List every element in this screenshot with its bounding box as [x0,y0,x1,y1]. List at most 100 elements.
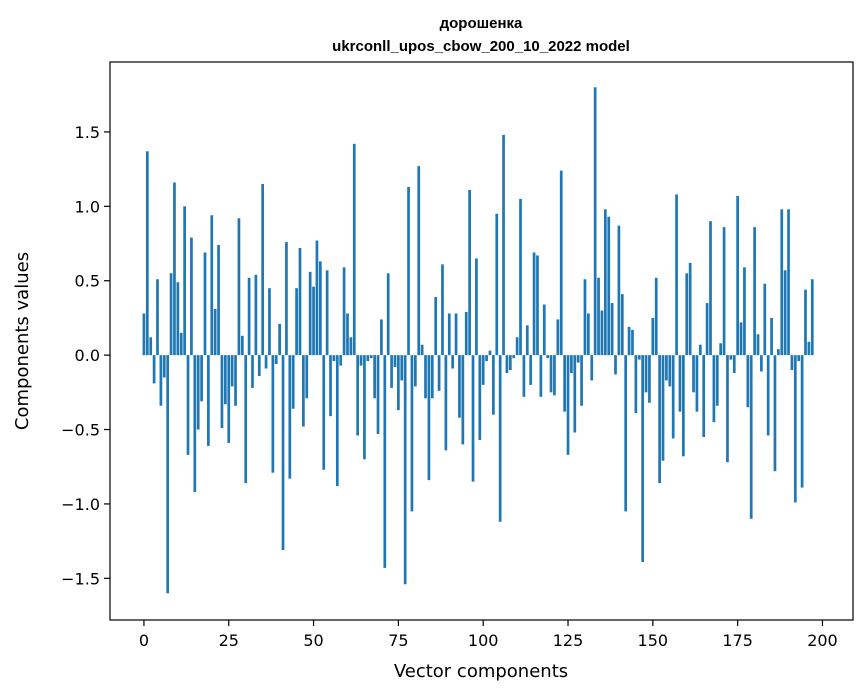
bar-19 [207,355,210,446]
bar-159 [682,355,685,457]
plot-frame [109,61,854,621]
bar-115 [532,252,536,356]
bar-124 [563,355,566,412]
bar-83 [424,355,427,399]
bar-108 [508,355,512,371]
bar-95 [464,311,468,356]
bar-101 [485,355,488,362]
y-tick-label: 0.5 [75,272,100,291]
bar-49 [308,271,312,356]
bar-84 [427,355,431,481]
bar-48 [305,355,309,399]
bar-157 [675,194,678,356]
bar-112 [522,355,526,397]
bar-132 [590,355,594,381]
bar-14 [190,237,193,356]
bar-9 [173,182,176,356]
y-tick-label: 1.0 [75,197,100,216]
bar-29 [240,335,244,356]
bar-76 [400,355,404,381]
bar-169 [715,355,719,406]
bar-89 [444,355,448,451]
bar-140 [617,225,621,356]
bar-164 [698,344,702,356]
y-tick-label: −1.0 [61,495,100,514]
bar-35 [261,184,265,356]
bar-31 [247,277,251,356]
bar-138 [610,303,614,356]
bar-0 [142,313,146,356]
bar-37 [268,288,271,356]
bar-87 [437,355,441,391]
x-tick-label: 50 [303,631,323,650]
bar-161 [688,262,692,356]
bar-103 [492,355,495,415]
x-tick-label: 125 [553,631,584,650]
bar-20 [210,215,214,356]
bar-59 [342,267,346,356]
bar-146 [637,355,641,360]
bar-47 [302,355,305,427]
y-tick-label: 0.0 [75,346,100,365]
bar-65 [363,355,366,460]
bar-41 [281,355,285,551]
bar-150 [651,317,655,356]
bar-17 [200,355,203,402]
bar-110 [515,337,519,356]
bar-176 [739,322,743,356]
bar-43 [288,355,292,479]
bar-13 [186,355,190,455]
bar-104 [495,213,499,356]
bar-34 [257,355,261,376]
bar-109 [512,355,516,359]
bar-54 [325,270,329,356]
bar-175 [736,195,739,356]
bar-1 [145,151,149,356]
bar-90 [447,313,451,356]
bar-68 [373,355,376,399]
bar-42 [285,242,288,356]
bar-56 [332,355,336,362]
bar-178 [746,355,750,408]
bar-50 [312,286,315,356]
bar-61 [349,337,353,356]
bar-149 [648,355,651,403]
bar-15 [193,355,197,493]
bar-113 [525,325,529,356]
bar-166 [705,303,709,356]
bar-30 [244,355,248,484]
bar-102 [488,350,492,356]
bar-72 [386,273,390,356]
bar-171 [722,227,726,356]
bar-33 [254,274,258,356]
bar-75 [397,355,400,411]
x-tick-label: 150 [638,631,669,650]
bar-69 [376,355,380,434]
bar-158 [678,355,682,412]
bar-145 [634,355,638,414]
bar-121 [553,355,556,396]
bar-135 [600,310,604,356]
bar-70 [380,319,383,356]
bar-197 [810,279,814,356]
bar-86 [434,297,438,356]
bar-73 [390,355,393,388]
bar-130 [583,279,587,356]
bar-55 [329,355,332,417]
bar-62 [352,143,356,356]
plot-area [110,62,853,620]
bar-12 [183,206,186,356]
bar-18 [203,252,207,356]
bar-137 [607,216,611,356]
bar-188 [780,209,784,356]
bar-6 [162,355,166,378]
x-tick-label: 0 [139,631,149,650]
x-tick-label: 175 [722,631,753,650]
bar-168 [712,355,716,423]
bar-173 [729,355,733,360]
bar-52 [318,261,322,356]
bar-27 [234,355,237,406]
bar-39 [274,355,278,365]
bar-28 [237,218,241,356]
